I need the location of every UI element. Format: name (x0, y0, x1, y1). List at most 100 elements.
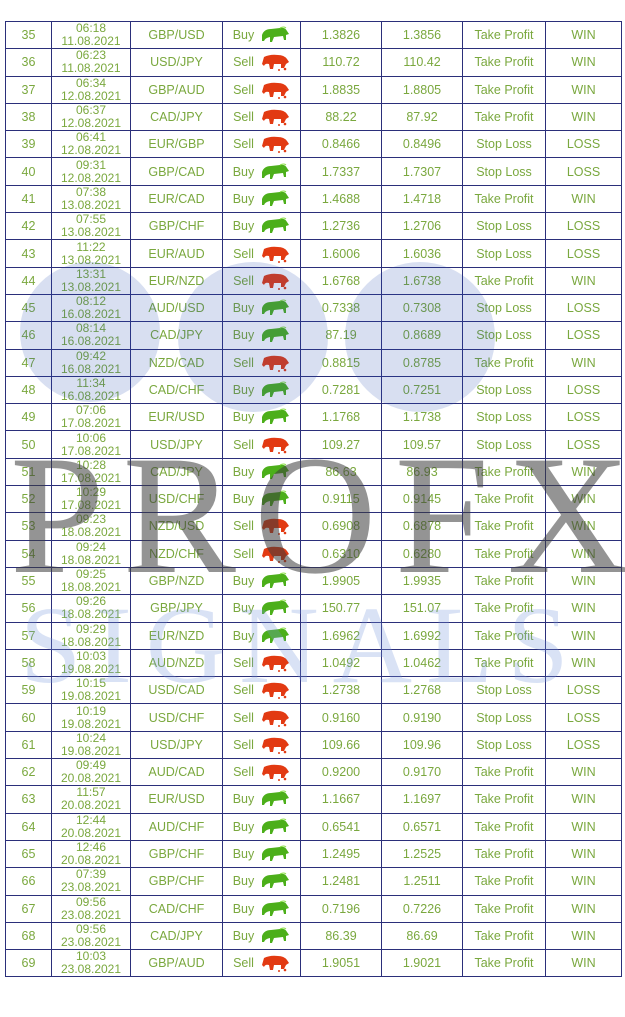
table-row: 48 11:34 16.08.2021 CAD/CHF Buy 0.7281 0.7251 S… (5, 375, 622, 405)
currency-pair: GBP/USD (130, 20, 223, 50)
exit-type: Take Profit (462, 20, 546, 50)
trade-direction: Buy (222, 621, 301, 650)
trade-direction: Buy (222, 20, 301, 50)
entry-price: 0.9200 (300, 758, 382, 787)
trade-direction: Buy (222, 321, 301, 350)
trade-number: 53 (5, 512, 52, 541)
exit-type: Take Profit (462, 894, 546, 923)
bear-icon (260, 545, 290, 563)
exit-price: 1.2768 (381, 676, 463, 705)
exit-type: Stop Loss (462, 676, 546, 705)
trade-datetime: 09:25 18.08.2021 (51, 566, 131, 596)
trade-datetime: 10:29 17.08.2021 (51, 485, 131, 514)
trade-time: 10:29 (75, 485, 107, 500)
trade-result: WIN (545, 48, 622, 77)
bear-icon (260, 709, 290, 727)
exit-type: Take Profit (462, 266, 546, 295)
exit-type: Take Profit (462, 867, 546, 896)
trade-date: 17.08.2021 (60, 416, 122, 431)
trade-time: 13:31 (75, 267, 107, 281)
table-row: 66 07:39 23.08.2021 GBP/CHF Buy 1.2481 1.2511 T… (5, 867, 622, 896)
trade-result: WIN (545, 485, 622, 514)
entry-price: 0.9160 (300, 703, 382, 732)
direction-label: Sell (233, 273, 254, 288)
direction-label: Buy (232, 792, 255, 807)
bull-icon (260, 627, 290, 645)
trade-number: 52 (5, 485, 52, 514)
exit-type: Stop Loss (462, 293, 546, 323)
trade-direction: Sell (222, 48, 301, 77)
exit-price: 0.8785 (381, 348, 463, 377)
trade-direction: Sell (222, 512, 301, 541)
trade-time: 06:34 (75, 76, 107, 90)
trade-time: 09:24 (75, 540, 107, 554)
trade-number: 67 (5, 894, 52, 923)
table-row: 64 12:44 20.08.2021 AUD/CHF Buy 0.6541 0.6571 T… (5, 812, 622, 841)
exit-price: 1.1697 (381, 785, 463, 814)
trade-number: 69 (5, 949, 52, 978)
trade-direction: Buy (222, 839, 301, 869)
trade-result: WIN (545, 102, 622, 132)
entry-price: 0.6310 (300, 539, 382, 568)
table-row: 38 06:37 12.08.2021 CAD/JPY Sell 88.22 87.92 Ta… (5, 102, 622, 132)
trade-time: 08:12 (75, 294, 107, 309)
trade-date: 16.08.2021 (60, 334, 122, 349)
exit-type: Take Profit (462, 812, 546, 841)
trade-time: 09:31 (75, 157, 107, 172)
trade-date: 12.08.2021 (60, 116, 122, 131)
trade-time: 06:23 (75, 48, 107, 63)
table-row: 37 06:34 12.08.2021 GBP/AUD Sell 1.8835 1.8805… (5, 75, 622, 104)
trade-datetime: 11:22 13.08.2021 (51, 239, 131, 268)
entry-price: 86.63 (300, 457, 382, 487)
trade-datetime: 09:49 20.08.2021 (51, 758, 131, 787)
trade-datetime: 07:39 23.08.2021 (51, 867, 131, 896)
trade-direction: Sell (222, 648, 301, 678)
trade-time: 09:56 (75, 895, 107, 909)
trade-direction: Sell (222, 130, 301, 159)
exit-price: 0.6878 (381, 512, 463, 541)
entry-price: 109.66 (300, 730, 382, 760)
exit-price: 86.69 (381, 921, 463, 951)
trade-result: LOSS (545, 430, 622, 459)
entry-price: 0.6908 (300, 512, 382, 541)
exit-price: 1.9021 (381, 949, 463, 978)
trade-number: 62 (5, 758, 52, 787)
entry-price: 0.7281 (300, 375, 382, 405)
trade-date: 20.08.2021 (60, 771, 122, 786)
trade-datetime: 06:23 11.08.2021 (51, 48, 131, 77)
trade-number: 43 (5, 239, 52, 268)
trade-result: LOSS (545, 130, 622, 159)
currency-pair: CAD/JPY (130, 921, 223, 951)
trade-result: WIN (545, 867, 622, 896)
bull-icon (260, 599, 290, 617)
table-row: 35 06:18 11.08.2021 GBP/USD Buy 1.3826 1.3856 T… (5, 20, 622, 50)
currency-pair: GBP/NZD (130, 566, 223, 596)
trade-date: 13.08.2021 (60, 252, 122, 267)
currency-pair: GBP/CHF (130, 212, 223, 241)
trade-date: 13.08.2021 (60, 197, 122, 212)
exit-type: Take Profit (462, 102, 546, 132)
trade-direction: Buy (222, 812, 301, 841)
trade-number: 51 (5, 457, 52, 487)
trade-time: 09:49 (75, 758, 107, 773)
bull-icon (260, 26, 290, 44)
exit-type: Take Profit (462, 457, 546, 487)
currency-pair: CAD/JPY (130, 321, 223, 350)
trade-direction: Buy (222, 457, 301, 487)
exit-type: Stop Loss (462, 375, 546, 405)
table-row: 36 06:23 11.08.2021 USD/JPY Sell 110.72 110.42… (5, 48, 622, 77)
trade-number: 47 (5, 348, 52, 377)
exit-price: 1.8805 (381, 75, 463, 104)
direction-label: Buy (232, 28, 255, 43)
bull-icon (260, 163, 290, 181)
trade-direction: Buy (222, 867, 301, 896)
exit-type: Take Profit (462, 839, 546, 869)
currency-pair: AUD/CAD (130, 758, 223, 787)
trade-result: WIN (545, 566, 622, 596)
entry-price: 1.2738 (300, 676, 382, 705)
direction-label: Sell (233, 355, 254, 370)
exit-price: 110.42 (381, 48, 463, 77)
exit-type: Stop Loss (462, 239, 546, 268)
trade-date: 17.08.2021 (60, 470, 122, 485)
trade-time: 10:03 (75, 949, 107, 964)
